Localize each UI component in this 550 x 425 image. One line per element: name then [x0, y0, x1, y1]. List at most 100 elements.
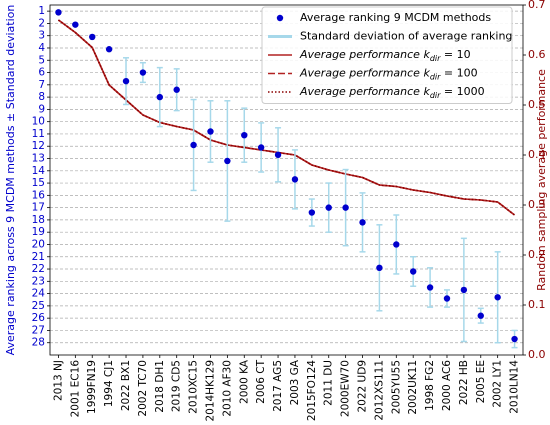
- point: [426, 284, 434, 291]
- x-tick-label: 2022 UD9: [357, 360, 369, 413]
- point: [477, 312, 484, 319]
- x-tick-label: 2010 AF30: [221, 360, 233, 417]
- point: [342, 204, 349, 211]
- point: [55, 9, 62, 16]
- point: [494, 294, 501, 301]
- legend-label: Average performance kdir = 10: [299, 48, 471, 63]
- point: [460, 286, 468, 294]
- x-tick-label: 2003 GA: [289, 359, 301, 405]
- y-tick-label: 16: [32, 189, 46, 201]
- plot-frame: [49, 4, 524, 356]
- x-tick-label: 2015FO124: [306, 360, 318, 421]
- point: [308, 209, 316, 216]
- x-tick-label: 2002 TC70: [137, 360, 149, 417]
- x-tick-label: 1998 FG2: [424, 360, 436, 411]
- y-tick-label: 12: [32, 140, 45, 152]
- x-tick-label: 2017 AG5: [272, 360, 284, 412]
- y-tick-label: 28: [32, 337, 45, 349]
- x-tick-label: 2019 CD5: [171, 360, 183, 412]
- y2-tick-label: 0.4: [528, 148, 546, 161]
- y2-tick-label: 0.6: [528, 48, 546, 61]
- y2-tick-label: 0.0: [528, 348, 546, 361]
- point: [224, 157, 231, 165]
- x-tick-label: 2010LN14: [509, 360, 521, 414]
- x-tick-label: 2022 BX1: [120, 360, 132, 411]
- point: [139, 69, 147, 76]
- x-tick-label: 2000EW70: [340, 360, 352, 417]
- x-tick-label: 1994 CJ1: [103, 360, 115, 407]
- point: [190, 141, 197, 149]
- y-tick-label: 24: [32, 288, 46, 300]
- point: [257, 144, 265, 151]
- x-tick-label: 2005 EE: [475, 360, 487, 403]
- x-tick-label: 2002 LY1: [492, 360, 504, 408]
- y2-tick-label: 0.1: [528, 298, 546, 311]
- y-tick-label: 14: [32, 165, 46, 177]
- x-tick-label: 2005YU55: [390, 360, 402, 414]
- y2-axis-label: Random sampling average performance: [535, 69, 548, 291]
- point: [122, 77, 130, 85]
- x-tick-label: 2000 AC6: [441, 360, 453, 411]
- y-tick-label: 8: [38, 91, 45, 103]
- legend-label: Average ranking 9 MCDM methods: [300, 11, 491, 24]
- legend-label: Average performance kdir = 100: [299, 67, 478, 82]
- y-tick-label: 2: [38, 17, 45, 29]
- legend-box: [261, 6, 513, 104]
- y-tick-label: 20: [32, 238, 45, 250]
- y2-tick-label: 0.7: [528, 0, 546, 11]
- legend-marker: [276, 14, 284, 22]
- point: [241, 131, 248, 139]
- x-tick-label: 1999FN19: [86, 360, 98, 414]
- x-tick-label: 2000 KA: [238, 359, 250, 404]
- point: [393, 241, 400, 248]
- y-tick-label: 4: [38, 42, 45, 54]
- point: [376, 264, 383, 272]
- y-tick-label: 1: [38, 5, 45, 17]
- point: [409, 268, 417, 275]
- point: [156, 93, 164, 101]
- point: [359, 219, 366, 226]
- point: [511, 335, 518, 343]
- y-tick-label: 22: [32, 263, 45, 275]
- point: [105, 46, 113, 53]
- y-tick-label: 26: [32, 312, 46, 324]
- point: [291, 176, 299, 183]
- line: [57, 19, 516, 216]
- x-tick-label: 2002UK11: [407, 360, 419, 415]
- point: [207, 128, 214, 135]
- point: [325, 204, 332, 211]
- legend-label: Standard deviation of average ranking: [300, 30, 512, 43]
- y-tick-label: 15: [32, 177, 45, 189]
- point: [274, 151, 282, 159]
- y-tick-label: 17: [32, 202, 45, 214]
- y-axis-label: Average ranking across 9 MCDM methods ± …: [4, 5, 17, 356]
- y-tick-label: 3: [38, 30, 45, 42]
- y-tick-label: 5: [38, 54, 45, 66]
- x-tick-label: 2012XS111: [373, 360, 385, 421]
- x-tick-label: 2022 HB: [458, 360, 470, 405]
- x-tick-label: 2013 NJ: [52, 360, 64, 401]
- x-tick-label: 2010XC15: [188, 360, 200, 414]
- y2-tick-label: 0.3: [528, 198, 546, 211]
- x-tick-label: 2011 DU: [323, 360, 335, 406]
- y-tick-label: 7: [38, 79, 45, 91]
- y-tick-label: 27: [32, 324, 45, 336]
- point: [173, 86, 180, 93]
- x-tick-label: 2001 EC16: [69, 360, 81, 418]
- y-tick-label: 6: [38, 67, 45, 79]
- y-tick-label: 10: [32, 116, 45, 128]
- point: [72, 21, 79, 28]
- y2-tick-label: 0.2: [528, 248, 546, 261]
- y-tick-label: 13: [32, 153, 45, 165]
- x-tick-label: 2018 DH1: [154, 360, 166, 413]
- x-tick-label: 2014HK129: [204, 360, 216, 422]
- legend-label: Average performance kdir = 1000: [299, 85, 485, 100]
- y-tick-label: 25: [32, 300, 45, 312]
- y-tick-label: 19: [32, 226, 45, 238]
- legend: Average ranking 9 MCDM methods Standard d…: [261, 6, 513, 104]
- y2-tick-label: 0.5: [528, 98, 546, 111]
- y-tick-label: 18: [32, 214, 45, 226]
- y-tick-label: 21: [32, 251, 45, 263]
- y-tick-label: 9: [38, 103, 45, 115]
